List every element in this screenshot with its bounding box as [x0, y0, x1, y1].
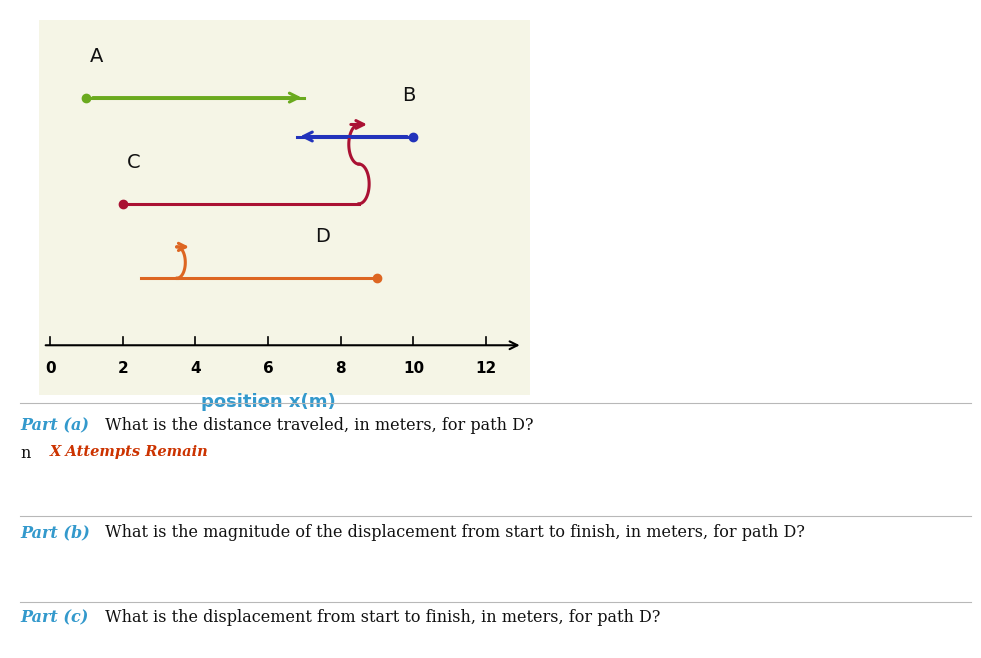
Text: What is the displacement from start to finish, in meters, for path D?: What is the displacement from start to f… — [100, 609, 660, 626]
Text: Part (c): Part (c) — [20, 609, 88, 626]
Text: 8: 8 — [336, 361, 346, 376]
Text: 6: 6 — [263, 361, 274, 376]
Text: position x(m): position x(m) — [201, 393, 336, 411]
Text: n: n — [20, 445, 30, 463]
Text: 12: 12 — [476, 361, 496, 376]
Text: Part (a): Part (a) — [20, 417, 89, 434]
Text: What is the distance traveled, in meters, for path D?: What is the distance traveled, in meters… — [100, 417, 534, 434]
Text: Part (b): Part (b) — [20, 524, 90, 542]
Text: B: B — [402, 86, 416, 105]
Text: What is the magnitude of the displacement from start to finish, in meters, for p: What is the magnitude of the displacemen… — [100, 524, 804, 542]
Text: 2: 2 — [118, 361, 129, 376]
Text: D: D — [315, 227, 331, 246]
Text: 10: 10 — [403, 361, 424, 376]
Text: C: C — [127, 153, 140, 172]
Text: X Attempts Remain: X Attempts Remain — [50, 445, 209, 459]
Text: 0: 0 — [45, 361, 56, 376]
Text: 4: 4 — [190, 361, 201, 376]
Text: A: A — [90, 47, 103, 66]
